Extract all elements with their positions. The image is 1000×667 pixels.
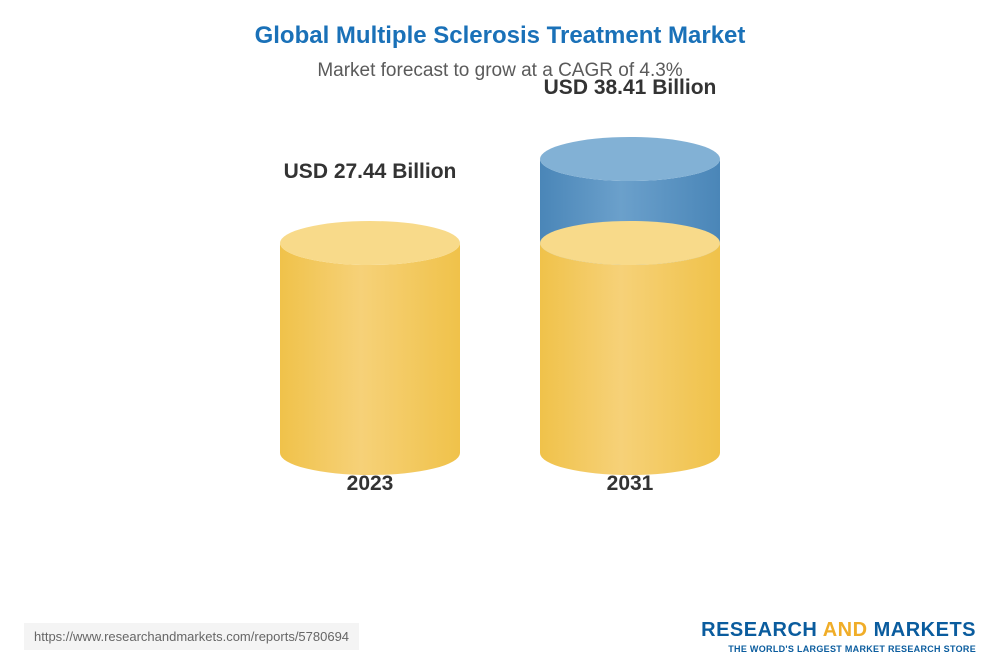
brand-tagline: THE WORLD'S LARGEST MARKET RESEARCH STOR… — [701, 644, 976, 654]
cylinder-year-label: 2031 — [540, 472, 720, 496]
brand-name: RESEARCH AND MARKETS — [701, 619, 976, 642]
cylinder-year-label: 2023 — [280, 472, 460, 496]
cylinder-value-label: USD 38.41 Billion — [500, 76, 760, 100]
brand-logo: RESEARCH AND MARKETS THE WORLD'S LARGEST… — [701, 619, 976, 654]
cylinder-value-label: USD 27.44 Billion — [240, 160, 500, 184]
cylinder-svg — [280, 220, 460, 478]
chart-title: Global Multiple Sclerosis Treatment Mark… — [0, 0, 1000, 50]
chart-area: USD 27.44 Billion2023USD 38.41 Billion20… — [0, 92, 1000, 562]
footer: https://www.researchandmarkets.com/repor… — [0, 605, 1000, 667]
brand-markets: MARKETS — [874, 619, 976, 641]
brand-research: RESEARCH — [701, 619, 817, 641]
cylinder-2023: USD 27.44 Billion2023 — [280, 92, 460, 562]
source-url: https://www.researchandmarkets.com/repor… — [24, 623, 359, 650]
cylinder-svg — [540, 136, 720, 478]
brand-and: AND — [823, 619, 868, 641]
cylinder-2031: USD 38.41 Billion2031 — [540, 92, 720, 562]
